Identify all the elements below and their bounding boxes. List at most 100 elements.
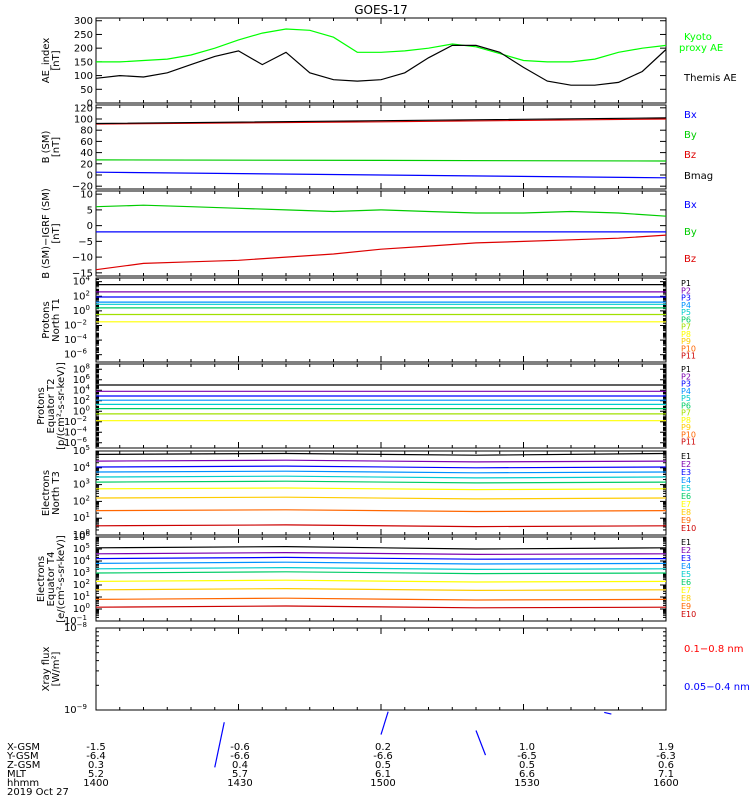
footer-x-1430: -0.6 — [230, 742, 250, 753]
y-tick-exponent: 4 — [86, 461, 91, 469]
footer-z-1400: 0.3 — [88, 760, 104, 771]
y-tick-label: −10 — [72, 253, 93, 264]
legend-entry: E10 — [681, 610, 696, 619]
legend-proxy-ae: proxy AE — [679, 43, 723, 54]
legend-entry: P2 — [681, 286, 691, 295]
series-segment — [475, 730, 487, 756]
legend-entry: E5 — [681, 570, 691, 579]
y-tick-label: 5 — [87, 205, 93, 216]
y-tick-exponent: −9 — [77, 703, 87, 711]
series-line — [95, 579, 667, 583]
y-tick-exponent: −6 — [77, 436, 88, 444]
y-tick-exponent: 0 — [86, 602, 90, 610]
footer-label-mlt: MLT — [7, 769, 26, 780]
y-tick-exponent: 8 — [86, 362, 90, 370]
footer-z-1430: 0.4 — [232, 760, 248, 771]
series-line — [95, 561, 667, 565]
legend-entry: P7 — [681, 323, 691, 332]
y-axis-label: North T1 — [51, 298, 62, 342]
legend-bz: Bz — [684, 254, 696, 265]
y-axis-label: AE_index — [41, 38, 52, 84]
footer-y-1530: -6.5 — [517, 751, 537, 762]
series-segment — [380, 711, 389, 735]
series-line — [95, 465, 667, 469]
footer-x-1530: 1.0 — [519, 742, 535, 753]
y-tick-exponent: 1 — [86, 511, 90, 519]
panel-frame — [95, 277, 667, 363]
y-axis-label: [e/(cm²-s-sr-keV)] — [56, 535, 67, 623]
y-tick-label: −15 — [72, 268, 93, 279]
y-tick-label: 102 — [73, 494, 90, 507]
legend-entry: P5 — [681, 394, 691, 403]
legend-entry: E7 — [681, 586, 691, 595]
y-axis-label: [p/(cm²-s-sr-keV)] — [56, 362, 67, 450]
series-line — [95, 524, 667, 528]
panel-frame — [95, 363, 667, 449]
y-axis-label: B (SM) — [41, 130, 52, 163]
legend-xray-long: 0.1−0.8 nm — [684, 644, 743, 655]
footer-mlt-1500: 6.1 — [375, 769, 391, 780]
series-line — [95, 480, 667, 484]
y-tick-exponent: 0 — [86, 304, 90, 312]
y-tick-exponent: 6 — [86, 373, 91, 381]
footer-hhmm-1430: 1430 — [227, 778, 253, 789]
footer-x-1500: 0.2 — [375, 742, 391, 753]
legend-entry: P9 — [681, 423, 691, 432]
y-tick-exponent: −1 — [77, 614, 87, 622]
series-line — [95, 587, 667, 592]
y-tick-exponent: 1 — [86, 590, 90, 598]
footer-z-1600: 0.6 — [658, 760, 674, 771]
y-tick-label: 10−6 — [64, 348, 88, 361]
y-axis-label: Xray flux — [41, 647, 52, 692]
y-tick-label: 101 — [73, 511, 90, 524]
legend-entry: E7 — [681, 500, 691, 509]
y-tick-label: 60 — [80, 137, 93, 148]
y-tick-exponent: −6 — [77, 348, 88, 356]
series-line — [95, 171, 667, 179]
y-axis-label: Protons — [41, 301, 52, 338]
series-segment — [214, 722, 225, 768]
legend-entry: E1 — [681, 452, 691, 461]
y-tick-exponent: 4 — [86, 554, 91, 562]
legend-entry: E4 — [681, 562, 691, 571]
footer-y-1430: -6.6 — [230, 751, 250, 762]
legend-entry: E1 — [681, 538, 691, 547]
y-tick-label: 104 — [73, 461, 91, 474]
y-tick-exponent: 0 — [86, 404, 90, 412]
panel-frame — [95, 190, 667, 277]
footer-label-y-gsm: Y-GSM — [7, 751, 39, 762]
y-tick-label: 150 — [74, 57, 93, 68]
orbit-footer: X-GSM Y-GSM Z-GSM MLT hhmm 2019 Oct 27 -… — [0, 742, 750, 800]
y-tick-label: 100 — [74, 115, 93, 126]
series-line — [95, 159, 667, 162]
legend-entry: P11 — [681, 438, 696, 447]
y-tick-exponent: 6 — [86, 530, 91, 538]
legend-entry: P9 — [681, 337, 691, 346]
y-tick-label: −20 — [72, 182, 93, 193]
y-tick-label: 102 — [73, 289, 90, 302]
legend-themis-ae: Themis AE — [683, 73, 737, 84]
y-tick-label: 104 — [73, 275, 91, 288]
panel-frame — [95, 536, 667, 622]
legend-entry: E9 — [681, 516, 691, 525]
series-line — [95, 459, 667, 463]
legend-entry: E6 — [681, 492, 691, 501]
y-axis-label: North T3 — [51, 471, 62, 515]
y-tick-label: 105 — [73, 444, 90, 457]
y-tick-exponent: −2 — [77, 318, 87, 326]
legend-entry: E10 — [681, 524, 696, 533]
series-line — [95, 605, 667, 609]
legend-bx: Bx — [684, 200, 697, 211]
y-tick-label: 100 — [74, 71, 93, 82]
legend-by: By — [684, 130, 697, 141]
footer-hhmm-1500: 1500 — [370, 778, 396, 789]
series-line — [95, 204, 667, 217]
legend-entry: P4 — [681, 301, 691, 310]
footer-y-1500: -6.6 — [373, 751, 393, 762]
y-axis-label: [W/m²] — [51, 651, 62, 686]
y-tick-label: 0 — [87, 99, 93, 110]
y-tick-label: 40 — [80, 148, 93, 159]
y-axis-label: Equator T4 — [46, 552, 57, 607]
